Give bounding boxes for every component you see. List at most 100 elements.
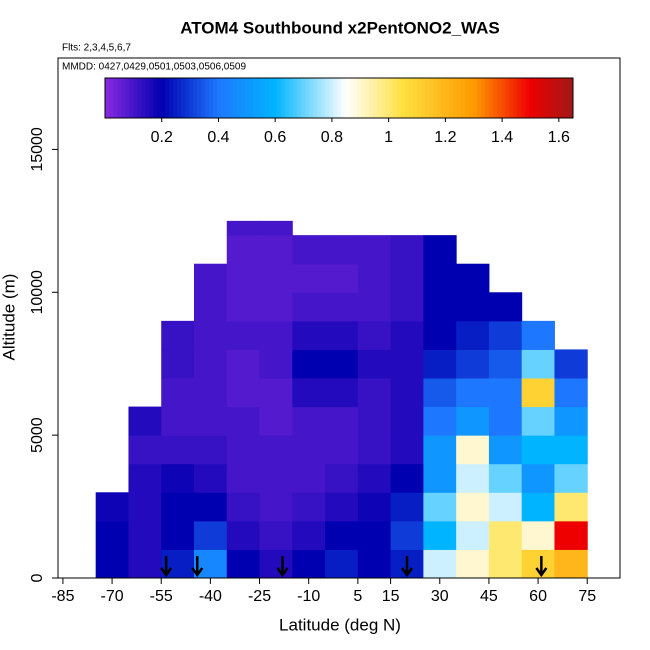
heat-cell: [292, 292, 326, 322]
colorbar-swatch: [473, 78, 478, 118]
heat-cell: [554, 435, 588, 465]
heat-cell: [259, 435, 293, 465]
colorbar-swatch: [253, 78, 258, 118]
colorbar-swatch: [421, 78, 426, 118]
colorbar-swatch: [117, 78, 122, 118]
heat-cell: [128, 463, 162, 493]
heat-cell: [259, 235, 293, 265]
heat-cell: [456, 378, 490, 408]
flight-arrow: [535, 556, 548, 578]
heat-cell: [357, 520, 392, 550]
y-tick-label: 15000: [29, 127, 46, 172]
heat-cell: [390, 492, 424, 522]
heat-cell: [259, 378, 293, 408]
heat-cell: [325, 435, 359, 465]
heat-cell: [226, 520, 261, 550]
heat-cell: [128, 549, 162, 579]
colorbar-swatch: [433, 78, 438, 118]
colorbar-swatch: [437, 78, 442, 118]
heat-cell: [292, 549, 326, 579]
heat-cell: [554, 520, 588, 550]
colorbar-swatch: [113, 78, 118, 118]
heat-cell: [226, 463, 261, 493]
heat-cell: [390, 520, 424, 550]
heat-cell: [161, 520, 195, 550]
colorbar-swatch: [497, 78, 502, 118]
heat-cell: [488, 378, 523, 408]
colorbar-swatch: [389, 78, 394, 118]
heat-cell: [226, 492, 261, 522]
colorbar-swatch: [193, 78, 198, 118]
colorbar-swatch: [361, 78, 366, 118]
colorbar-swatch: [297, 78, 302, 118]
colorbar-swatch: [149, 78, 154, 118]
heat-cell: [456, 549, 490, 579]
colorbar-swatch: [269, 78, 274, 118]
colorbar-swatch: [485, 78, 490, 118]
heat-cell: [423, 549, 457, 579]
y-tick-label: 5000: [29, 417, 46, 453]
plot-frame: [57, 57, 621, 579]
colorbar-swatch: [425, 78, 430, 118]
heat-cell: [161, 435, 195, 465]
colorbar-swatch: [449, 78, 454, 118]
colorbar-swatch: [337, 78, 342, 118]
heat-cell: [325, 263, 359, 293]
heat-cell: [128, 406, 162, 436]
colorbar-swatch: [481, 78, 486, 118]
heat-cell: [259, 263, 293, 293]
colorbar-swatch: [393, 78, 398, 118]
colorbar-swatch: [541, 78, 546, 118]
x-tick-label: 45: [480, 588, 498, 605]
heat-cell: [161, 320, 195, 350]
colorbar-swatch: [469, 78, 474, 118]
heat-cell: [193, 492, 228, 522]
colorbar-tick-label: 1.6: [548, 129, 570, 146]
colorbar-swatch: [225, 78, 230, 118]
heat-cell: [325, 463, 359, 493]
heat-cell: [521, 435, 555, 465]
heat-cell: [357, 292, 392, 322]
colorbar-tick-label: 1.4: [491, 129, 513, 146]
colorbar-swatch: [405, 78, 410, 118]
colorbar-swatch: [553, 78, 558, 118]
colorbar-tick-label: 0.6: [264, 129, 286, 146]
heat-cell: [554, 406, 588, 436]
heat-cell: [423, 320, 457, 350]
heat-cell: [521, 349, 555, 379]
colorbar-swatch: [529, 78, 534, 118]
heat-cell: [390, 463, 424, 493]
heat-cell: [226, 320, 261, 350]
colorbar-swatch: [241, 78, 246, 118]
colorbar-swatch: [209, 78, 214, 118]
colorbar-swatch: [165, 78, 170, 118]
colorbar-swatch: [493, 78, 498, 118]
x-tick-label: 15: [382, 588, 400, 605]
colorbar-swatch: [289, 78, 294, 118]
colorbar-tick-label: 0.4: [207, 129, 229, 146]
heat-cell: [325, 520, 359, 550]
heat-cell: [488, 492, 523, 522]
heat-cell: [488, 406, 523, 436]
x-tick-label: -10: [297, 588, 320, 605]
colorbar-swatch: [333, 78, 338, 118]
heat-cell: [193, 520, 228, 550]
heat-cell: [554, 463, 588, 493]
heat-cell: [357, 235, 392, 265]
colorbar-swatch: [313, 78, 318, 118]
heat-cell: [161, 349, 195, 379]
colorbar-swatch: [457, 78, 462, 118]
heat-cell: [456, 320, 490, 350]
heat-cell: [390, 349, 424, 379]
heat-cell: [193, 263, 228, 293]
heat-cell: [259, 492, 293, 522]
heat-cell: [95, 492, 129, 522]
heat-cell: [521, 549, 555, 579]
heat-cell: [259, 406, 293, 436]
heat-cell: [423, 235, 457, 265]
colorbar-swatch: [465, 78, 470, 118]
colorbar-swatch: [413, 78, 418, 118]
colorbar-swatch: [369, 78, 374, 118]
heat-cell: [456, 435, 490, 465]
